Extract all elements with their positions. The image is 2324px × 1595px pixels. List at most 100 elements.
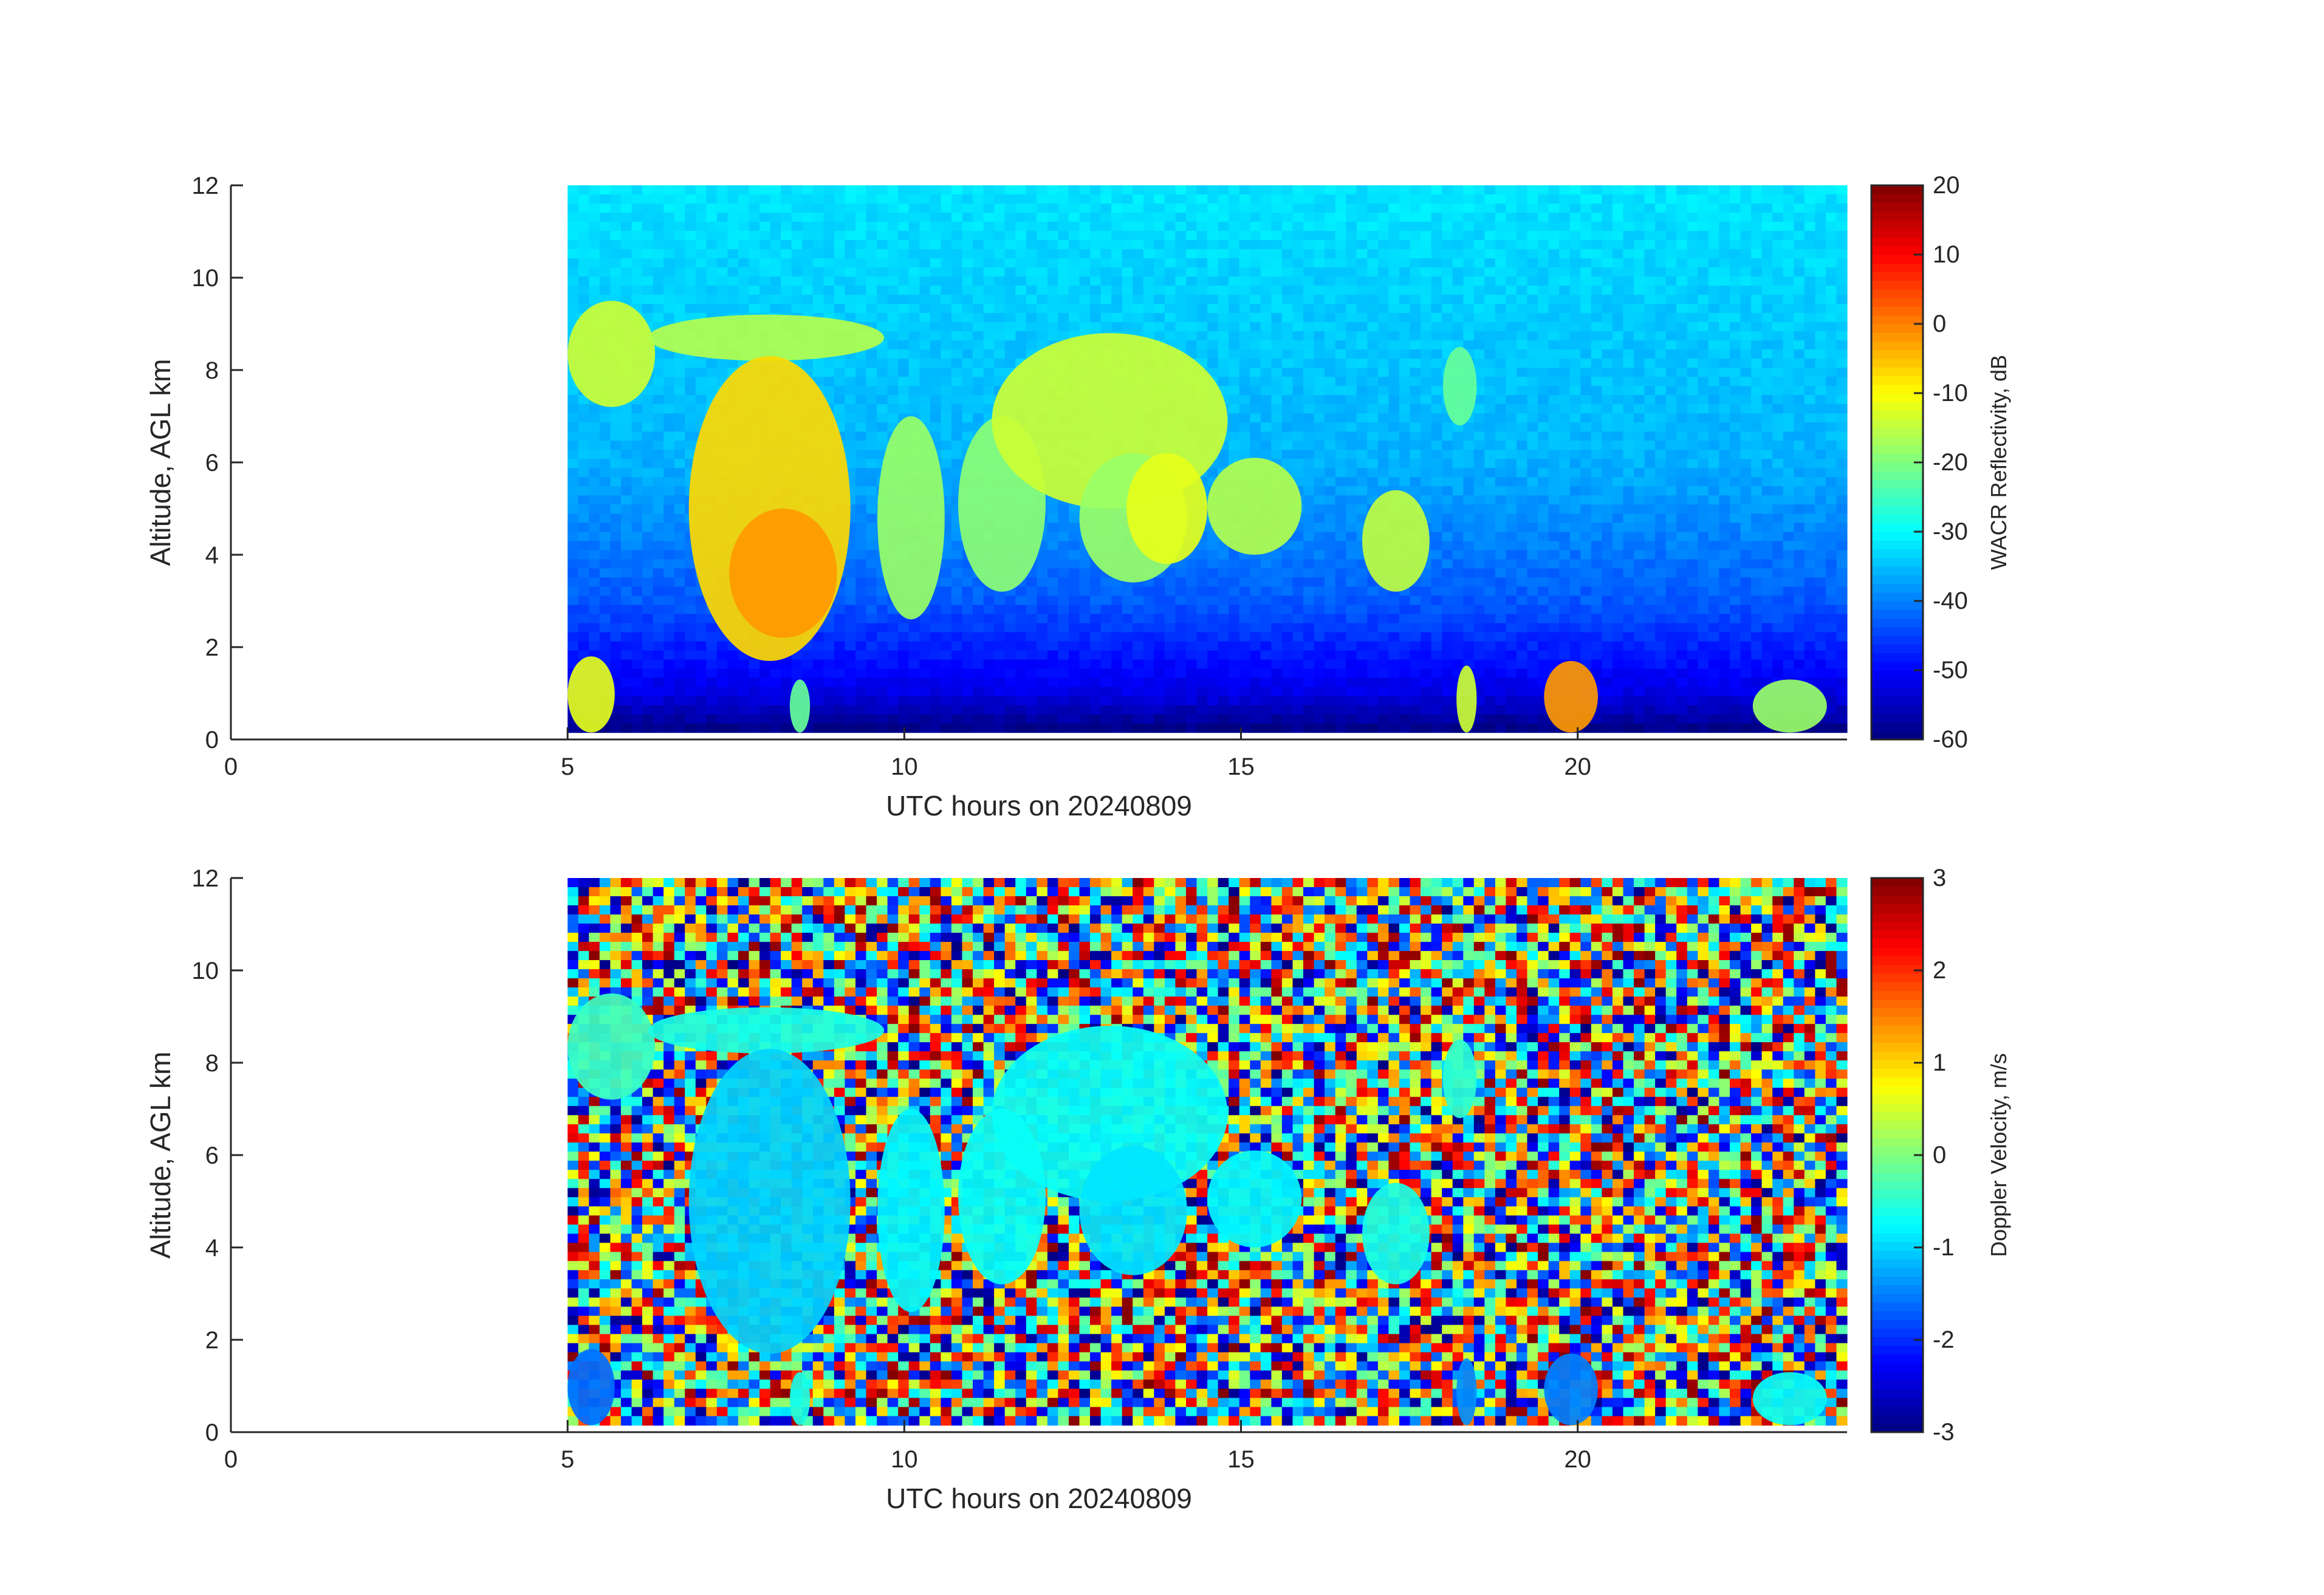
heatmap-cell xyxy=(620,450,632,459)
heatmap-cell xyxy=(663,286,675,295)
heatmap-cell xyxy=(1218,313,1229,323)
heatmap-cell xyxy=(1783,349,1794,359)
heatmap-cell xyxy=(1772,523,1784,532)
heatmap-cell xyxy=(1687,450,1698,459)
heatmap-cell xyxy=(1708,295,1719,304)
heatmap-cell xyxy=(1559,358,1571,368)
heatmap-cell xyxy=(1591,304,1602,314)
heatmap-cell xyxy=(1665,386,1677,396)
heatmap-cell xyxy=(749,240,760,250)
heatmap-cell xyxy=(1623,249,1634,259)
heatmap-cell xyxy=(1676,413,1688,423)
heatmap-cell xyxy=(1388,395,1400,405)
heatmap-cell xyxy=(1111,222,1123,232)
heatmap-cell xyxy=(1836,513,1848,523)
heatmap-cell xyxy=(1698,395,1709,405)
heatmap-cell xyxy=(599,267,611,277)
heatmap-cell xyxy=(951,213,962,222)
heatmap-cell xyxy=(706,194,718,204)
heatmap-cell xyxy=(898,349,910,359)
heatmap-cell xyxy=(1580,486,1592,496)
heatmap-cell xyxy=(1442,249,1453,259)
heatmap-cell xyxy=(1346,286,1357,295)
heatmap-cell xyxy=(1740,213,1752,222)
heatmap-cell xyxy=(1569,477,1581,487)
heatmap-cell xyxy=(1548,459,1560,468)
heatmap-cell xyxy=(663,240,675,250)
heatmap-cell xyxy=(599,441,611,450)
heatmap-cell xyxy=(1346,304,1357,314)
heatmap-cell xyxy=(994,240,1006,250)
heatmap-cell xyxy=(994,368,1006,377)
heatmap-cell xyxy=(1655,477,1667,487)
heatmap-cell xyxy=(1698,513,1709,523)
heatmap-cell xyxy=(759,295,771,304)
heatmap-cell xyxy=(1442,213,1453,222)
heatmap-cell xyxy=(823,304,835,314)
heatmap-cell xyxy=(1772,295,1784,304)
heatmap-cell xyxy=(1175,240,1187,250)
heatmap-cell xyxy=(855,249,867,259)
heatmap-cell xyxy=(1623,441,1634,450)
heatmap-cell xyxy=(1687,550,1698,560)
heatmap-cell xyxy=(919,276,931,286)
heatmap-cell xyxy=(1388,313,1400,323)
heatmap-cell xyxy=(1122,322,1133,332)
heatmap-cell xyxy=(1196,349,1208,359)
heatmap-cell xyxy=(1623,222,1634,232)
heatmap-cell xyxy=(1314,504,1325,514)
heatmap-cell xyxy=(1314,249,1325,259)
heatmap-cell xyxy=(1346,386,1357,396)
heatmap-cell xyxy=(1431,468,1442,478)
heatmap-cell xyxy=(1090,249,1102,259)
heatmap-cell xyxy=(823,222,835,232)
heatmap-cell xyxy=(1559,486,1571,496)
heatmap-cell xyxy=(1623,304,1634,314)
heatmap-cell xyxy=(887,313,899,323)
heatmap-cell xyxy=(1325,240,1336,250)
heatmap-cell xyxy=(1473,413,1485,423)
heatmap-cell xyxy=(1580,541,1592,551)
heatmap-cell xyxy=(1346,504,1357,514)
heatmap-cell xyxy=(716,295,728,304)
heatmap-cell xyxy=(1655,240,1667,250)
heatmap-cell xyxy=(1186,286,1198,295)
heatmap-cell xyxy=(1314,395,1325,405)
heatmap-cell xyxy=(1794,377,1805,386)
heatmap-cell xyxy=(1346,194,1357,204)
heatmap-cell xyxy=(1836,349,1848,359)
heatmap-cell xyxy=(578,258,589,268)
heatmap-cell xyxy=(1538,477,1549,487)
heatmap-cell xyxy=(1527,523,1538,532)
heatmap-cell xyxy=(1271,404,1283,414)
heatmap-cell xyxy=(685,295,696,304)
heatmap-cell xyxy=(994,194,1006,204)
heatmap-cell xyxy=(738,185,749,195)
heatmap-cell xyxy=(962,249,973,259)
heatmap-cell xyxy=(1602,331,1613,341)
heatmap-cell xyxy=(1836,322,1848,332)
heatmap-cell xyxy=(1452,194,1464,204)
heatmap-cell xyxy=(1463,204,1475,213)
heatmap-cell xyxy=(1751,349,1763,359)
heatmap-cell xyxy=(1527,504,1538,514)
heatmap-cell xyxy=(951,349,962,359)
heatmap-cell xyxy=(1196,313,1208,323)
heatmap-cell xyxy=(1325,194,1336,204)
heatmap-cell xyxy=(1644,286,1656,295)
heatmap-cell xyxy=(674,267,685,277)
heatmap-cell xyxy=(1122,276,1133,286)
heatmap-cell xyxy=(685,386,696,396)
heatmap-cell xyxy=(962,286,973,295)
heatmap-cell xyxy=(1207,231,1219,241)
heatmap-cell xyxy=(1281,441,1293,450)
heatmap-cell xyxy=(1687,523,1698,532)
heatmap-cell xyxy=(791,249,803,259)
heatmap-cell xyxy=(1421,240,1432,250)
heatmap-cell xyxy=(1207,240,1219,250)
heatmap-cell xyxy=(1548,276,1560,286)
heatmap-cell xyxy=(1250,441,1261,450)
heatmap-cell xyxy=(716,194,728,204)
heatmap-cell xyxy=(1772,495,1784,505)
heatmap-cell xyxy=(962,258,973,268)
